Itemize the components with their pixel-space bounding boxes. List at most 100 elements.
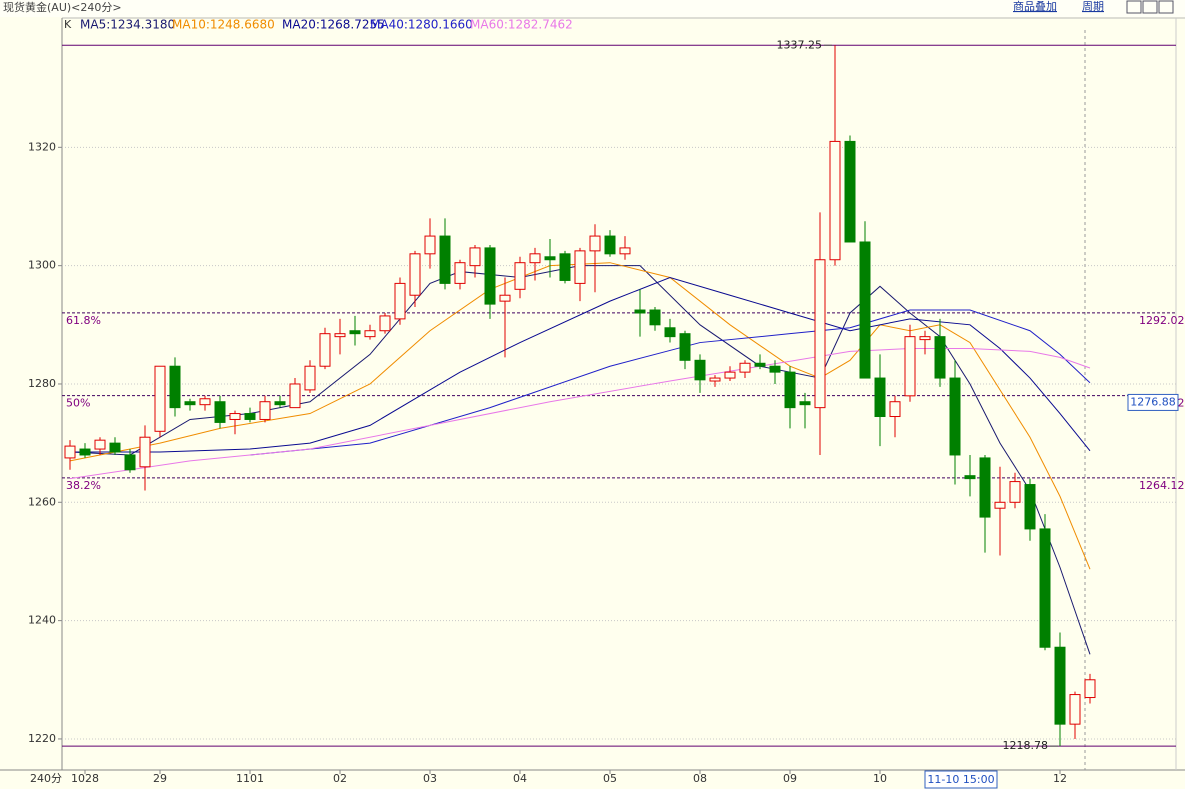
x-tick-label: 09 bbox=[783, 772, 797, 785]
plot: 1220 1240 1260 1280 1300 1320 1028 29 1101 02 03 04… bbox=[28, 38, 1185, 785]
x-tick-label: 05 bbox=[603, 772, 617, 785]
candle-body bbox=[199, 398, 211, 406]
max-label: 1337.25 bbox=[777, 38, 823, 51]
nav-button[interactable] bbox=[1126, 0, 1142, 14]
candle-body bbox=[589, 235, 601, 252]
cursor-time-box bbox=[924, 770, 998, 789]
candle-body bbox=[274, 401, 286, 406]
cursor-time: 11-10 15:00 bbox=[927, 773, 994, 786]
candle-body bbox=[484, 247, 496, 305]
y-tick-label: 1260 bbox=[28, 495, 56, 508]
x-tick-label: 1101 bbox=[236, 772, 264, 785]
candle-body bbox=[349, 330, 361, 335]
legend-entry: MA5:1234.3180 bbox=[80, 18, 175, 32]
candle-body bbox=[304, 365, 316, 391]
candle-body bbox=[679, 333, 691, 361]
nav-button[interactable] bbox=[1142, 0, 1158, 14]
candle-body bbox=[784, 371, 796, 409]
candle-body bbox=[364, 330, 376, 338]
candle-body bbox=[694, 359, 706, 381]
candle-body bbox=[799, 401, 811, 406]
period-button[interactable]: 周期 bbox=[1082, 0, 1104, 13]
candle-body bbox=[394, 282, 406, 320]
candle-body bbox=[739, 362, 751, 373]
candle-body bbox=[1039, 528, 1051, 648]
candle-body bbox=[259, 401, 271, 420]
candle-body bbox=[424, 235, 436, 255]
fib-label: 61.8% bbox=[66, 314, 101, 327]
candle-body bbox=[814, 259, 826, 409]
cursor-price: 1276.88 bbox=[1130, 395, 1176, 408]
x-tick-label: 08 bbox=[693, 772, 707, 785]
overlay-button[interactable]: 商品叠加 bbox=[1013, 0, 1057, 13]
candle-body bbox=[634, 309, 646, 314]
candle-body bbox=[184, 401, 196, 406]
fib-label: 38.2% bbox=[66, 479, 101, 492]
x-tick-label: 04 bbox=[513, 772, 527, 785]
candle-body bbox=[859, 241, 871, 379]
nav-button[interactable] bbox=[1158, 0, 1174, 14]
toolbar bbox=[0, 0, 1185, 17]
candle-body bbox=[964, 475, 976, 480]
candle-body bbox=[919, 336, 931, 341]
y-tick-label: 1320 bbox=[28, 140, 56, 153]
candle-body bbox=[619, 247, 631, 255]
fib-value: 1264.12 bbox=[1139, 479, 1185, 492]
candle-body bbox=[529, 253, 541, 264]
candle-body bbox=[469, 247, 481, 267]
candle-body bbox=[499, 294, 511, 302]
candle-body bbox=[514, 262, 526, 290]
indicator-label: K bbox=[64, 18, 72, 31]
candle-body bbox=[169, 365, 181, 409]
candle-body bbox=[379, 315, 391, 332]
instrument-title: 现货黄金(AU)<240分> bbox=[3, 0, 122, 14]
candle-body bbox=[1054, 646, 1066, 725]
candle-body bbox=[1069, 694, 1081, 725]
candle-body bbox=[1084, 679, 1096, 699]
candle-body bbox=[709, 377, 721, 382]
candle-body bbox=[409, 253, 421, 296]
legend-entry: MA20:1268.7255 bbox=[282, 18, 385, 32]
candle-body bbox=[754, 362, 766, 367]
candle-body bbox=[64, 445, 76, 459]
candle-body bbox=[874, 377, 886, 418]
x-tick-label: 03 bbox=[423, 772, 437, 785]
candle-body bbox=[769, 365, 781, 373]
x-tick-label: 1028 bbox=[71, 772, 99, 785]
candle-body bbox=[904, 336, 916, 397]
candle-body bbox=[289, 383, 301, 409]
ma-line bbox=[69, 262, 1091, 570]
candle-body bbox=[244, 413, 256, 420]
candle-body bbox=[949, 377, 961, 456]
y-tick-label: 1240 bbox=[28, 614, 56, 627]
legend-entry: MA10:1248.6680 bbox=[172, 18, 275, 32]
candle-body bbox=[844, 140, 856, 243]
candle-body bbox=[829, 140, 841, 261]
candle-body bbox=[454, 262, 466, 284]
x-tick-label: 10 bbox=[873, 772, 887, 785]
candle-body bbox=[214, 401, 226, 423]
y-tick-label: 1280 bbox=[28, 377, 56, 390]
candle-body bbox=[889, 401, 901, 418]
x-tick-label: 12 bbox=[1053, 772, 1067, 785]
x-tick-label: 29 bbox=[153, 772, 167, 785]
candle-body bbox=[439, 235, 451, 284]
candle-body bbox=[124, 454, 136, 471]
y-tick-label: 1220 bbox=[28, 732, 56, 745]
candle-body bbox=[649, 309, 661, 326]
fib-label: 50% bbox=[66, 397, 90, 410]
candle-body bbox=[109, 442, 121, 453]
candle-body bbox=[979, 457, 991, 518]
candle-body bbox=[544, 256, 556, 261]
x-tick-label: 02 bbox=[333, 772, 347, 785]
candle-body bbox=[139, 436, 151, 468]
candle-body bbox=[229, 413, 241, 420]
candle-body bbox=[559, 253, 571, 281]
candle-body bbox=[79, 448, 91, 456]
candle-body bbox=[319, 333, 331, 367]
legend-entry: MA40:1280.1660 bbox=[370, 18, 473, 32]
period-label: 240分 bbox=[30, 772, 62, 785]
ma-line bbox=[70, 276, 1091, 453]
